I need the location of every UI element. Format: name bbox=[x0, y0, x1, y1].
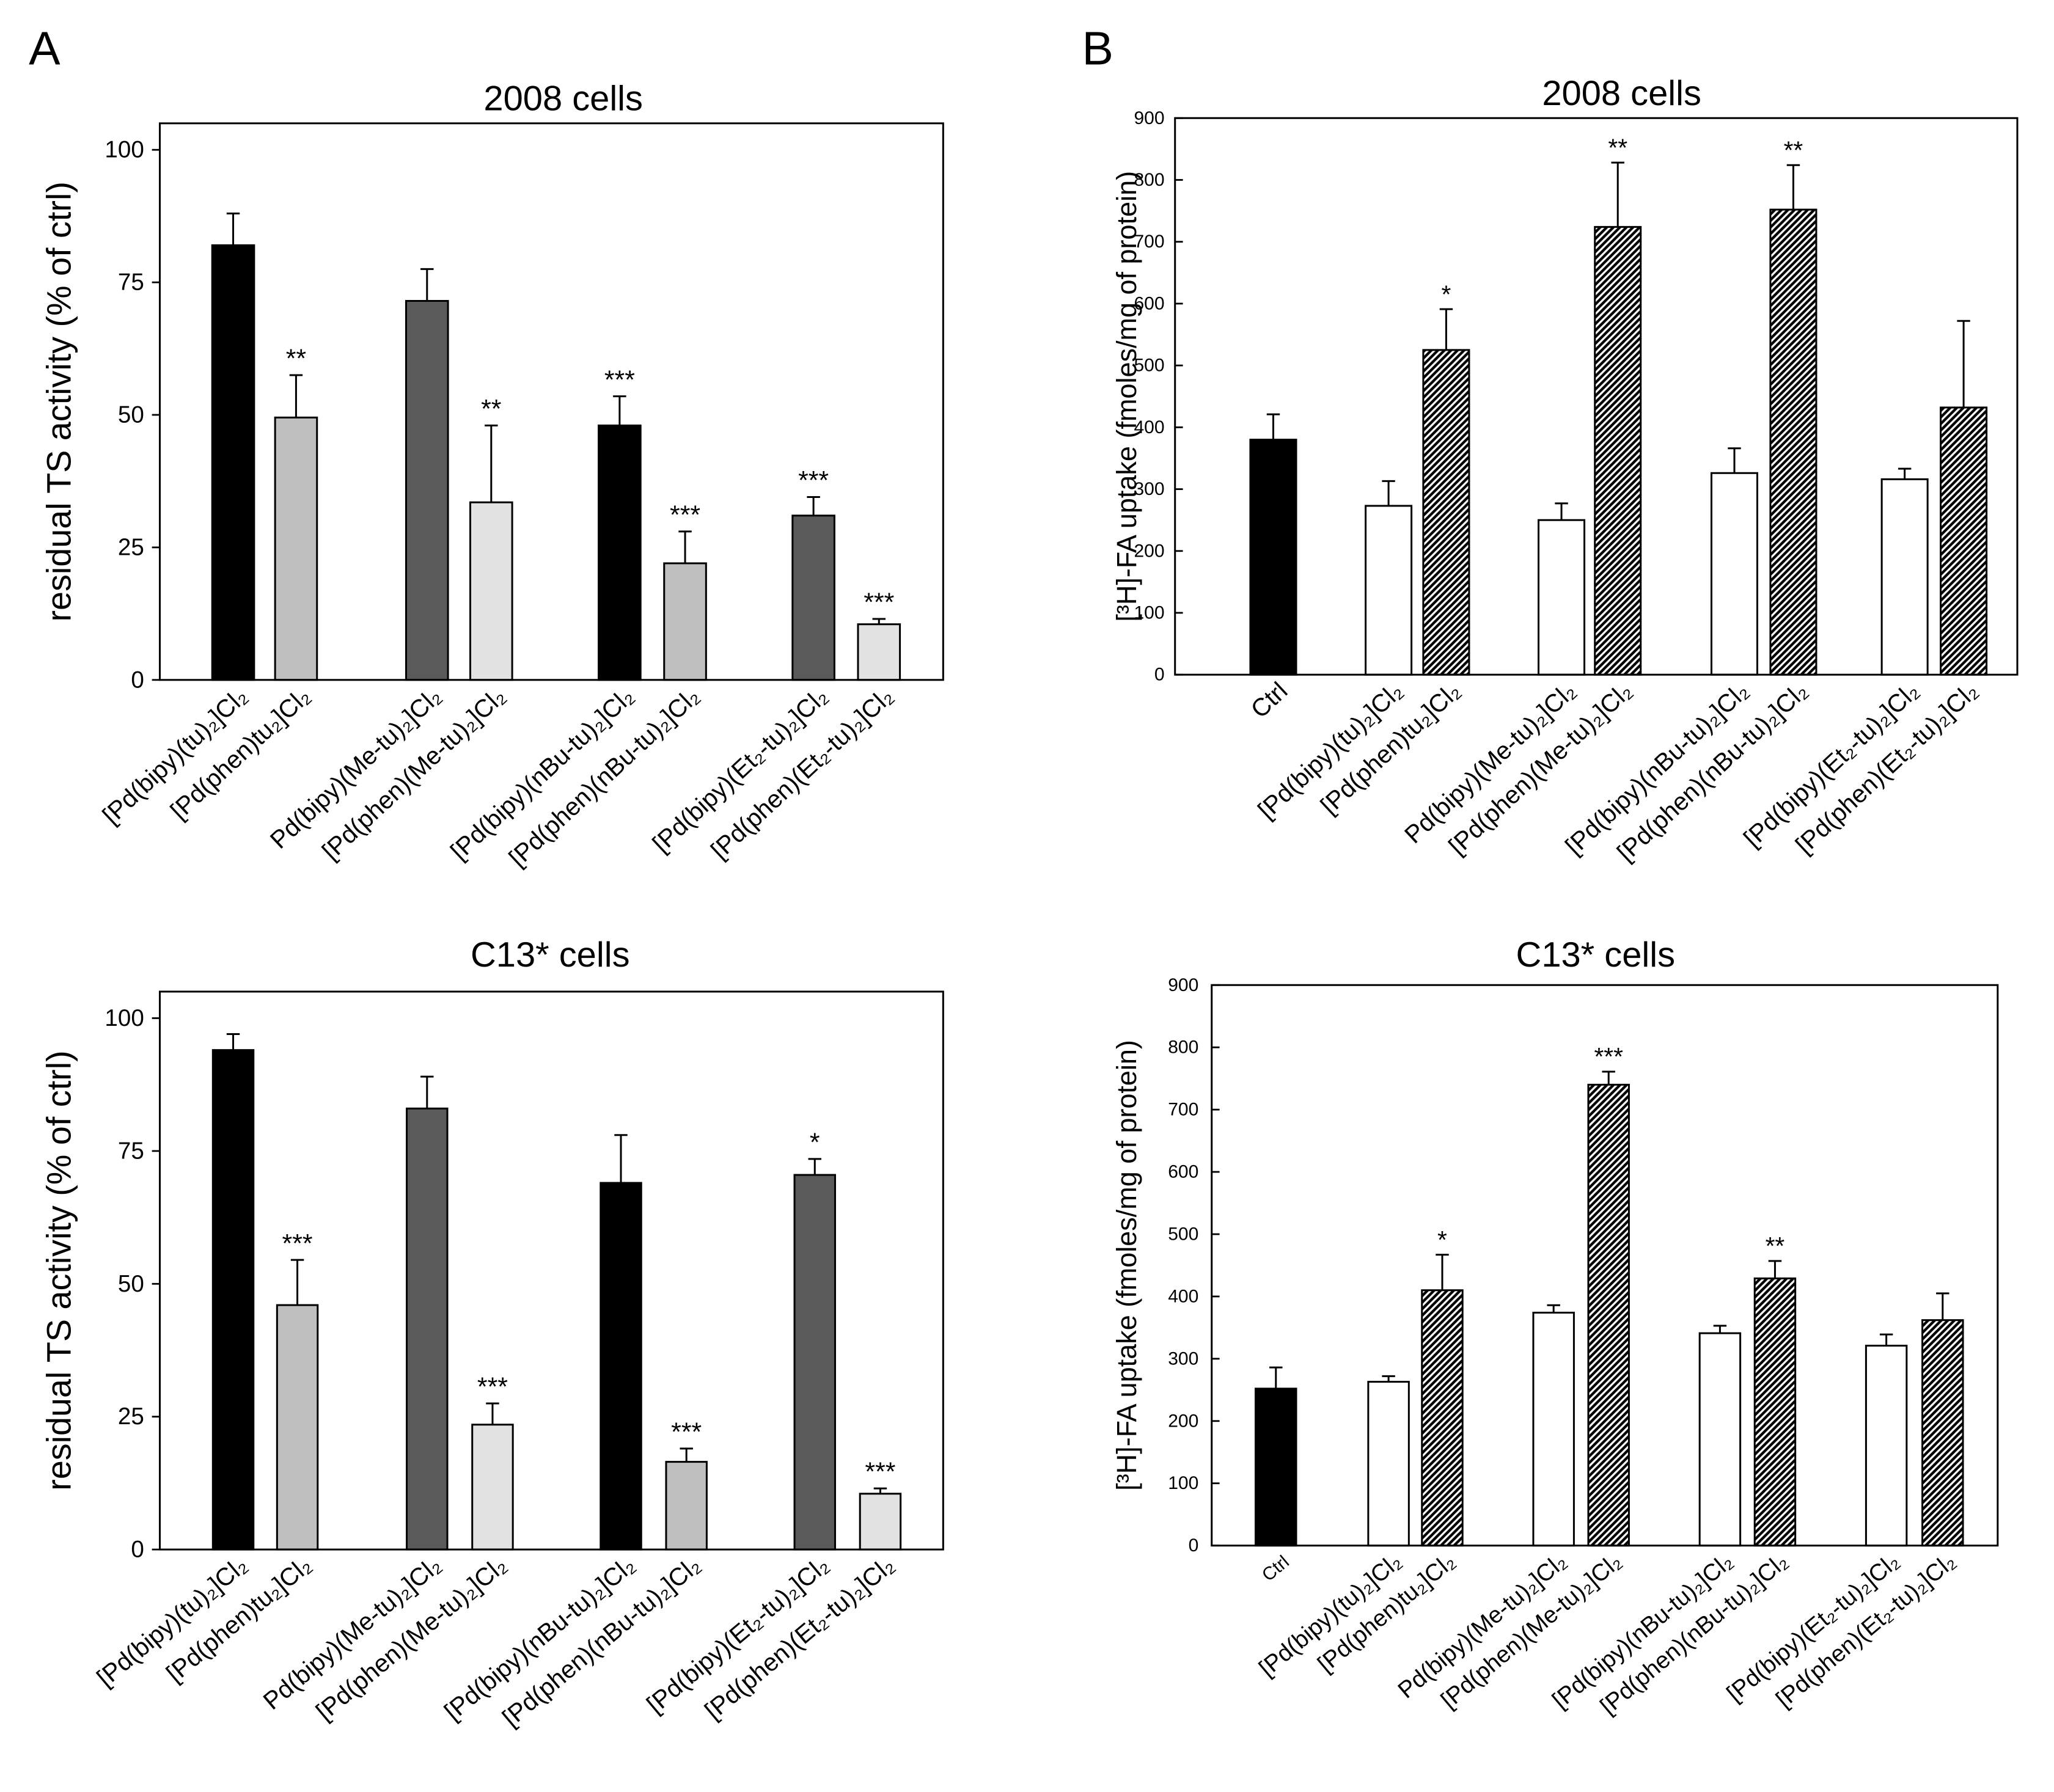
bar bbox=[1255, 1388, 1297, 1547]
panel-label-a: A bbox=[29, 22, 61, 75]
y-tick-label: 200 bbox=[1134, 541, 1165, 561]
bar bbox=[859, 1493, 902, 1551]
bar bbox=[1940, 406, 1988, 676]
bar bbox=[665, 1461, 708, 1551]
bar bbox=[1865, 1344, 1908, 1547]
y-tick-label: 100 bbox=[105, 1005, 144, 1031]
bar bbox=[1710, 472, 1758, 676]
bar bbox=[791, 514, 835, 681]
significance-label: * bbox=[1437, 1226, 1447, 1254]
panel-label-b: B bbox=[1082, 22, 1113, 75]
bar bbox=[1365, 505, 1413, 676]
plot-frame bbox=[1211, 984, 1999, 1547]
significance-label: *** bbox=[282, 1229, 313, 1258]
bar bbox=[598, 424, 642, 681]
bar bbox=[1532, 1311, 1575, 1547]
y-tick-label: 100 bbox=[105, 137, 144, 163]
bar bbox=[1769, 208, 1817, 676]
y-tick-label: 75 bbox=[118, 1138, 144, 1164]
y-axis-label: [³H]-FA uptake (fmoles/mg of protein) bbox=[1111, 171, 1142, 622]
bar bbox=[1921, 1319, 1964, 1547]
significance-label: *** bbox=[865, 1457, 895, 1487]
bar bbox=[276, 1304, 319, 1551]
bar bbox=[1587, 1083, 1630, 1547]
significance-label: *** bbox=[670, 500, 700, 530]
significance-label: ** bbox=[1784, 136, 1803, 164]
y-tick-label: 700 bbox=[1134, 232, 1165, 252]
y-tick-label: 50 bbox=[118, 402, 144, 428]
y-tick-label: 0 bbox=[131, 1537, 144, 1563]
bar bbox=[211, 244, 255, 681]
chart-title: 2008 cells bbox=[483, 79, 643, 118]
significance-label: * bbox=[810, 1128, 820, 1157]
bar bbox=[211, 1049, 255, 1551]
chart-title: C13* cells bbox=[1516, 935, 1675, 975]
y-tick-label: 500 bbox=[1168, 1224, 1198, 1244]
y-tick-label: 800 bbox=[1134, 170, 1165, 190]
significance-label: *** bbox=[604, 365, 635, 395]
significance-label: ** bbox=[1766, 1232, 1785, 1260]
chart-title: 2008 cells bbox=[1542, 74, 1701, 113]
bar bbox=[469, 501, 513, 681]
y-tick-label: 0 bbox=[131, 667, 144, 693]
bar bbox=[1753, 1277, 1797, 1547]
bar bbox=[1249, 439, 1297, 676]
y-tick-label: 600 bbox=[1134, 293, 1165, 313]
bar bbox=[793, 1174, 836, 1551]
y-tick-label: 700 bbox=[1168, 1100, 1198, 1120]
bar bbox=[1367, 1381, 1410, 1547]
significance-label: ** bbox=[481, 395, 502, 424]
bar bbox=[1594, 225, 1642, 676]
bar bbox=[406, 1107, 449, 1551]
y-tick-label: 50 bbox=[118, 1271, 144, 1297]
chart-title: C13* cells bbox=[471, 935, 629, 975]
significance-label: *** bbox=[1594, 1042, 1623, 1070]
bar bbox=[405, 299, 449, 681]
y-tick-label: 300 bbox=[1168, 1348, 1198, 1369]
bar bbox=[1698, 1332, 1742, 1547]
plot-frame bbox=[159, 122, 944, 681]
y-tick-label: 100 bbox=[1168, 1473, 1198, 1493]
bar bbox=[857, 623, 901, 681]
y-tick-label: 600 bbox=[1168, 1162, 1198, 1182]
y-tick-label: 500 bbox=[1134, 356, 1165, 376]
bar bbox=[600, 1182, 642, 1551]
y-tick-label: 100 bbox=[1134, 603, 1165, 623]
y-tick-label: 75 bbox=[118, 269, 144, 296]
y-tick-label: 400 bbox=[1168, 1286, 1198, 1306]
significance-label: ** bbox=[286, 344, 307, 373]
bar bbox=[1421, 1289, 1464, 1547]
bar bbox=[663, 562, 707, 681]
y-tick-label: 25 bbox=[118, 534, 144, 560]
y-axis-label: residual TS activity (% of ctrl) bbox=[40, 1050, 78, 1490]
bar bbox=[1422, 349, 1470, 676]
bar bbox=[471, 1424, 514, 1551]
bar bbox=[1880, 478, 1929, 676]
significance-label: ** bbox=[1608, 133, 1627, 161]
y-axis-label: [³H]-FA uptake (fmoles/mg of protein) bbox=[1111, 1040, 1142, 1491]
significance-label: *** bbox=[798, 466, 829, 496]
bar bbox=[1538, 519, 1586, 676]
significance-label: * bbox=[1441, 280, 1451, 308]
plot-frame bbox=[159, 990, 944, 1551]
y-tick-label: 300 bbox=[1134, 479, 1165, 499]
y-tick-label: 400 bbox=[1134, 417, 1165, 437]
y-tick-label: 0 bbox=[1189, 1535, 1199, 1556]
y-tick-label: 900 bbox=[1168, 975, 1198, 995]
significance-label: *** bbox=[671, 1417, 702, 1447]
y-tick-label: 900 bbox=[1134, 108, 1165, 128]
plot-frame bbox=[1174, 117, 2019, 676]
significance-label: *** bbox=[477, 1372, 508, 1402]
y-tick-label: 0 bbox=[1154, 665, 1165, 685]
bar bbox=[274, 416, 318, 681]
y-axis-label: residual TS activity (% of ctrl) bbox=[40, 181, 78, 621]
significance-label: *** bbox=[864, 588, 894, 617]
y-tick-label: 200 bbox=[1168, 1411, 1198, 1431]
y-tick-label: 800 bbox=[1168, 1037, 1198, 1058]
y-tick-label: 25 bbox=[118, 1403, 144, 1430]
